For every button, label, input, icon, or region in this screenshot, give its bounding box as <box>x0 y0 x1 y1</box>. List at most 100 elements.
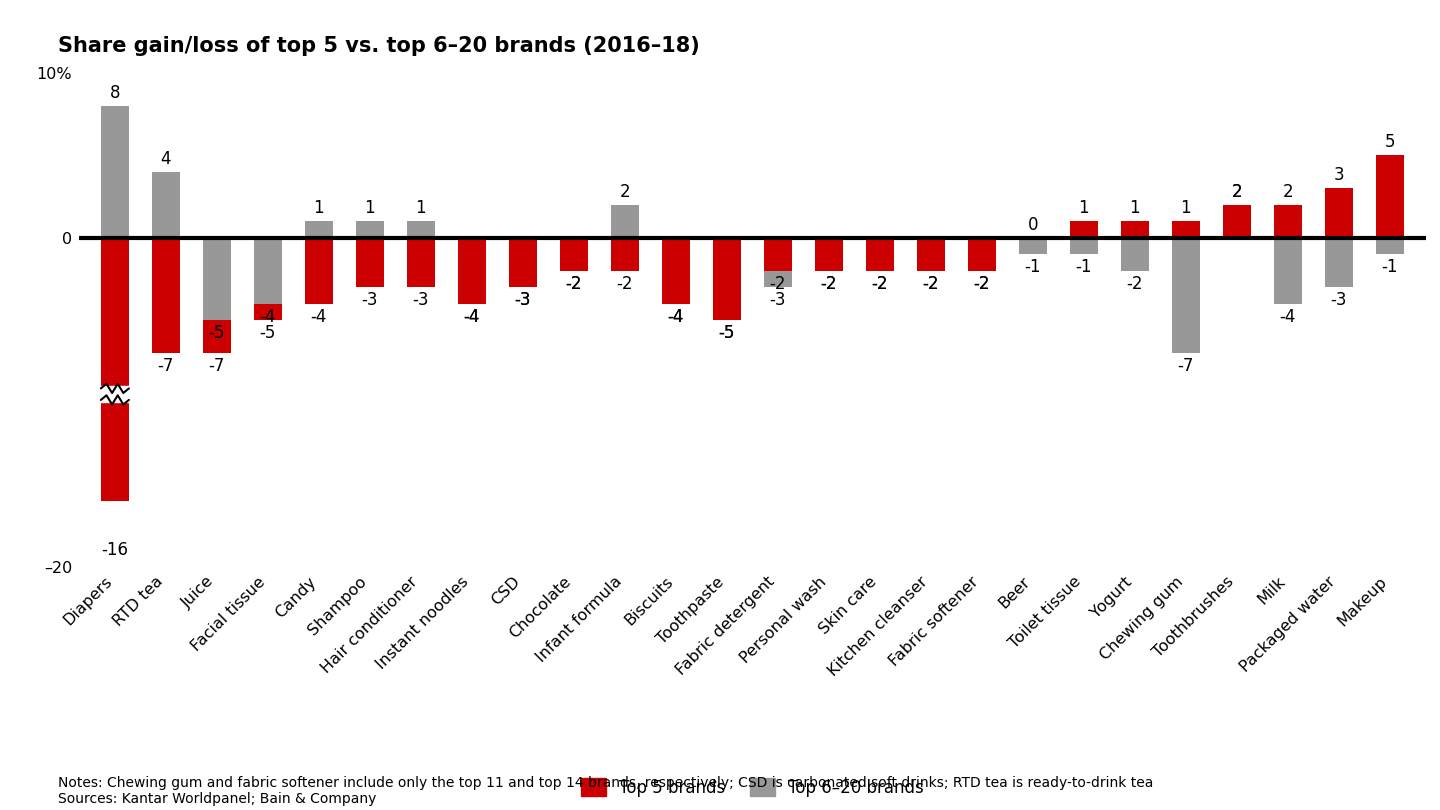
Text: -4: -4 <box>1280 308 1296 326</box>
Text: -2: -2 <box>821 275 837 292</box>
Text: -4: -4 <box>668 308 684 326</box>
Text: -4: -4 <box>464 308 480 326</box>
Text: 5: 5 <box>1385 134 1395 151</box>
Bar <box>305 221 333 238</box>
Text: -2: -2 <box>769 275 786 292</box>
Text: 1: 1 <box>416 199 426 217</box>
Bar <box>1375 156 1404 238</box>
Bar <box>408 221 435 238</box>
Text: -2: -2 <box>871 275 888 292</box>
Bar <box>305 238 333 304</box>
Bar <box>1070 221 1097 238</box>
Text: -7: -7 <box>209 357 225 375</box>
Bar <box>662 238 690 304</box>
Text: -2: -2 <box>923 275 939 292</box>
Text: -2: -2 <box>973 275 991 292</box>
Bar <box>101 386 130 403</box>
Bar <box>253 238 282 320</box>
Text: -5: -5 <box>719 324 734 342</box>
Bar <box>1274 238 1302 304</box>
Text: -2: -2 <box>616 275 634 292</box>
Text: -4: -4 <box>259 308 276 326</box>
Bar <box>917 238 945 271</box>
Bar <box>101 106 130 238</box>
Bar <box>815 238 842 271</box>
Bar <box>1325 189 1354 238</box>
Text: -4: -4 <box>464 308 480 326</box>
Bar <box>356 238 384 288</box>
Bar <box>1020 238 1047 254</box>
Text: -2: -2 <box>821 275 837 292</box>
Text: -4: -4 <box>668 308 684 326</box>
Bar <box>1274 205 1302 238</box>
Bar <box>1325 238 1354 288</box>
Text: Notes: Chewing gum and fabric softener include only the top 11 and top 14 brands: Notes: Chewing gum and fabric softener i… <box>58 776 1153 806</box>
Bar <box>151 238 180 353</box>
Text: -3: -3 <box>769 292 786 309</box>
Text: -3: -3 <box>413 292 429 309</box>
Text: 2: 2 <box>619 183 631 201</box>
Text: -1: -1 <box>1381 258 1398 276</box>
Bar <box>713 238 742 320</box>
Text: -2: -2 <box>973 275 991 292</box>
Text: -2: -2 <box>923 275 939 292</box>
Text: -16: -16 <box>101 541 128 559</box>
Text: 1: 1 <box>314 199 324 217</box>
Text: -1: -1 <box>1076 258 1092 276</box>
Bar <box>968 238 996 271</box>
Bar <box>408 238 435 288</box>
Text: -5: -5 <box>259 324 276 342</box>
Text: 2: 2 <box>1283 183 1293 201</box>
Text: -2: -2 <box>566 275 582 292</box>
Text: 8: 8 <box>109 84 120 102</box>
Bar <box>1070 238 1097 254</box>
Bar <box>815 238 842 271</box>
Bar <box>917 238 945 271</box>
Text: 0: 0 <box>1028 215 1038 233</box>
Text: -2: -2 <box>1126 275 1143 292</box>
Bar <box>865 238 894 271</box>
Text: -3: -3 <box>1331 292 1348 309</box>
Text: 1: 1 <box>1129 199 1140 217</box>
Text: -5: -5 <box>719 324 734 342</box>
Text: -4: -4 <box>311 308 327 326</box>
Text: 2: 2 <box>1231 183 1243 201</box>
Bar <box>203 238 230 353</box>
Bar <box>1172 238 1200 353</box>
Text: 2: 2 <box>1231 183 1243 201</box>
Bar <box>662 238 690 304</box>
Text: -3: -3 <box>514 292 531 309</box>
Text: -7: -7 <box>158 357 174 375</box>
Bar <box>356 221 384 238</box>
Text: -3: -3 <box>514 292 531 309</box>
Text: 1: 1 <box>1079 199 1089 217</box>
Bar <box>1172 221 1200 238</box>
Bar <box>1120 238 1149 271</box>
Bar <box>560 238 588 271</box>
Bar <box>458 238 485 304</box>
Text: 1: 1 <box>364 199 376 217</box>
Text: -2: -2 <box>566 275 582 292</box>
Bar <box>101 238 130 501</box>
Bar <box>203 238 230 320</box>
Bar <box>865 238 894 271</box>
Text: -2: -2 <box>871 275 888 292</box>
Legend: Top 5 brands, Top 6–20 brands: Top 5 brands, Top 6–20 brands <box>575 772 930 804</box>
Bar <box>1223 205 1251 238</box>
Bar <box>763 238 792 288</box>
Text: 4: 4 <box>161 150 171 168</box>
Bar <box>508 238 537 288</box>
Bar <box>968 238 996 271</box>
Bar <box>151 172 180 238</box>
Bar <box>1120 221 1149 238</box>
Bar <box>713 238 742 320</box>
Bar <box>1375 238 1404 254</box>
Text: -3: -3 <box>361 292 379 309</box>
Bar <box>253 238 282 304</box>
Text: -5: -5 <box>209 324 225 342</box>
Bar <box>458 238 485 304</box>
Bar <box>611 238 639 271</box>
Text: 3: 3 <box>1333 166 1344 185</box>
Text: 1: 1 <box>1181 199 1191 217</box>
Bar <box>508 238 537 288</box>
